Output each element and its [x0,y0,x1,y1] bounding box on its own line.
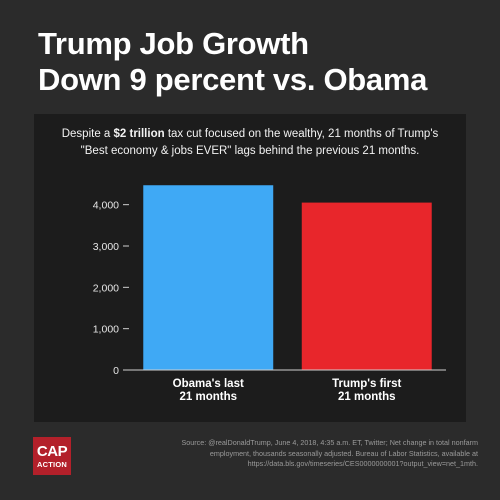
source-line-3: https://data.bls.gov/timeseries/CES00000… [247,459,478,468]
source-line-1: Source: @realDonaldTrump, June 4, 2018, … [181,438,478,447]
y-tick-label: 2,000 [93,282,119,294]
headline: Trump Job Growth Down 9 percent vs. Obam… [38,26,478,98]
bar-1 [301,202,432,370]
y-tick-label: 3,000 [93,241,119,253]
subtitle-line-2: "Best economy & jobs EVER" lags behind t… [80,145,420,157]
category-label: 21 months [179,391,237,403]
y-tick-label: 1,000 [93,324,119,336]
category-label: Trump's first [332,378,401,390]
chart-subtitle: Despite a $2 trillion tax cut focused on… [34,126,466,160]
source-note: Source: @realDonaldTrump, June 4, 2018, … [148,438,478,470]
subtitle-mid: tax cut focused on the wealthy, 21 month… [164,128,439,140]
logo-bottom-text: ACTION [37,459,67,469]
bar-0 [143,185,274,370]
chart-panel: Despite a $2 trillion tax cut focused on… [34,114,466,422]
logo-top-text: CAP [36,442,68,460]
subtitle-pre: Despite a [61,128,114,140]
headline-line-1: Trump Job Growth [38,26,309,61]
category-label: Obama's last [173,378,244,390]
cap-action-logo: CAP ACTION [33,437,71,475]
category-label: 21 months [338,391,396,403]
y-tick-label: 0 [113,365,119,377]
subtitle-bold: $2 trillion [113,128,165,140]
y-tick-label: 4,000 [93,200,119,212]
headline-line-2: Down 9 percent vs. Obama [38,62,428,97]
source-line-2: employment, thousands seasonally adjuste… [209,448,478,458]
